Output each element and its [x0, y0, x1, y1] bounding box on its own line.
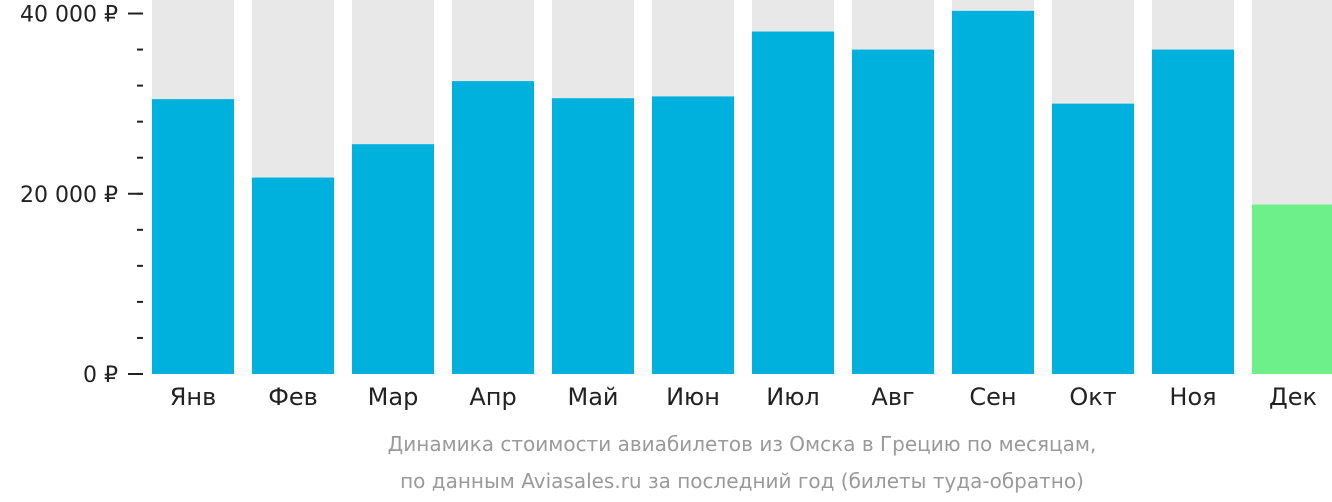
x-tick-label: Окт — [1069, 383, 1116, 411]
bar-10[interactable] — [1052, 103, 1134, 375]
bar-12[interactable] — [1252, 204, 1332, 374]
x-tick-label: Май — [567, 383, 618, 411]
bar-1[interactable] — [152, 99, 234, 374]
chart-caption-line-2: по данным Aviasales.ru за последний год … — [400, 469, 1084, 493]
y-tick-label: 0 ₽ — [83, 363, 118, 388]
bar-11[interactable] — [1152, 49, 1234, 375]
y-axis: 0 ₽ 20 000 ₽ 40 000 ₽ — [20, 3, 143, 388]
x-tick-label: Ноя — [1169, 383, 1216, 411]
x-tick-label: Апр — [469, 383, 516, 411]
bar-8[interactable] — [852, 49, 934, 375]
x-tick-label: Мар — [368, 383, 419, 411]
bar-5[interactable] — [552, 98, 634, 374]
x-tick-label: Дек — [1269, 383, 1317, 411]
x-tick-label: Июн — [666, 383, 720, 411]
x-tick-label: Сен — [969, 383, 1016, 411]
bar-2[interactable] — [252, 177, 334, 374]
x-axis: Янв Фев Мар Апр Май Июн Июл Авг Сен Окт Ноя Дек — [170, 383, 1317, 411]
y-tick-label: 20 000 ₽ — [20, 183, 118, 208]
bar-3[interactable] — [352, 144, 434, 374]
bar-4[interactable] — [452, 81, 534, 375]
x-tick-label: Фев — [268, 383, 318, 411]
bar-7[interactable] — [752, 31, 834, 374]
x-tick-label: Янв — [170, 383, 217, 411]
bar-6[interactable] — [652, 96, 734, 374]
bar-9[interactable] — [952, 10, 1034, 375]
chart-caption-line-1: Динамика стоимости авиабилетов из Омска … — [388, 432, 1097, 456]
x-tick-label: Авг — [871, 383, 914, 411]
x-tick-label: Июл — [766, 383, 820, 411]
bars — [152, 10, 1332, 375]
y-tick-label: 40 000 ₽ — [20, 3, 118, 28]
